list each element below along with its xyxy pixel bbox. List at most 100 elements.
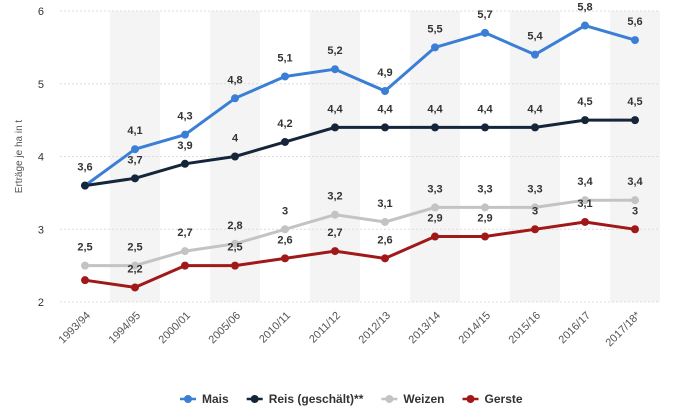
data-label: 4,2	[277, 118, 292, 130]
data-label: 4,3	[177, 111, 192, 123]
data-point	[81, 261, 89, 270]
data-label: 2,5	[77, 242, 92, 254]
data-point	[131, 174, 139, 183]
data-label: 2,8	[227, 220, 242, 232]
data-label: 3,6	[77, 162, 92, 174]
legend-marker	[466, 395, 475, 403]
data-point	[531, 50, 539, 59]
data-label: 3,4	[577, 176, 593, 188]
data-label: 5,2	[327, 45, 342, 57]
series-line	[84, 24, 636, 187]
data-label: 2,9	[477, 213, 492, 225]
data-label: 4,4	[477, 103, 493, 115]
column-band	[110, 11, 160, 302]
data-label: 5,1	[277, 52, 292, 64]
data-point	[281, 254, 289, 263]
data-label: 3,1	[377, 198, 392, 210]
data-point	[131, 261, 139, 270]
data-label: 3,3	[527, 183, 542, 195]
series-line	[85, 198, 635, 268]
data-point	[381, 217, 389, 226]
data-point	[331, 247, 339, 256]
legend-marker	[250, 395, 259, 403]
data-point	[431, 232, 439, 241]
data-point	[431, 123, 439, 132]
data-label: 4,4	[327, 103, 343, 115]
x-tick-label: 2014/15	[457, 310, 494, 347]
data-label: 5,6	[627, 16, 642, 28]
data-point	[381, 123, 389, 132]
series-line	[84, 118, 635, 188]
data-label: 3,9	[177, 140, 192, 152]
column-band	[610, 11, 660, 302]
data-label: 4,5	[577, 96, 592, 108]
data-point	[531, 225, 539, 234]
legend-label: Mais	[202, 392, 229, 406]
x-tick-label: 2013/14	[407, 310, 444, 347]
data-point	[581, 116, 589, 125]
data-point	[481, 203, 489, 212]
data-point	[181, 130, 189, 139]
x-tick-label: 1994/95	[107, 310, 144, 347]
data-point	[181, 159, 189, 168]
data-label: 3,3	[477, 183, 492, 195]
y-tick-label: 2	[38, 297, 44, 309]
data-label: 5,4	[527, 31, 543, 43]
data-label: 3	[532, 205, 538, 217]
data-point	[331, 123, 339, 132]
data-point	[81, 276, 89, 285]
legend-label: Reis (geschält)**	[269, 392, 364, 406]
data-label: 3,4	[627, 176, 643, 188]
data-label: 5,5	[427, 23, 442, 35]
data-point	[231, 94, 239, 103]
x-tick-label: 2015/16	[507, 310, 544, 347]
data-point	[431, 203, 439, 212]
y-tick-label: 3	[38, 224, 44, 236]
data-point	[231, 152, 239, 161]
y-tick-label: 4	[38, 152, 44, 164]
data-label: 3,2	[327, 191, 342, 203]
data-label: 3	[632, 205, 638, 217]
series-line	[84, 220, 636, 289]
legend-item: Gerste	[462, 392, 523, 406]
data-point	[631, 196, 639, 205]
x-tick-label: 2011/12	[307, 310, 343, 346]
data-point	[581, 196, 589, 205]
data-point	[331, 210, 339, 219]
data-label: 4,4	[427, 103, 443, 115]
data-point	[131, 283, 139, 292]
data-label: 2,7	[327, 227, 342, 239]
x-tick-label: 2005/06	[207, 310, 244, 347]
data-point	[281, 137, 289, 146]
data-label: 3,7	[127, 154, 142, 166]
data-label: 4,1	[127, 125, 142, 137]
data-label: 2,7	[177, 227, 192, 239]
x-tick-label: 2016/17	[557, 310, 594, 347]
x-tick-label: 2010/11	[257, 310, 293, 346]
data-point	[581, 217, 589, 226]
column-band	[410, 11, 460, 302]
data-point	[181, 261, 189, 270]
legend-item: Weizen	[381, 392, 445, 406]
series-points	[81, 21, 639, 292]
column-bands	[110, 11, 660, 302]
series-lines	[84, 24, 636, 289]
legend-label: Gerste	[485, 392, 523, 406]
y-axis-label: Erträge je ha in t	[14, 120, 25, 194]
data-point	[81, 181, 89, 190]
legend-marker	[184, 395, 192, 403]
data-point	[481, 123, 489, 132]
data-label: 5,7	[477, 9, 492, 21]
legend-item: Mais	[180, 392, 229, 406]
data-label: 2,6	[377, 234, 392, 246]
data-label: 3,1	[577, 198, 592, 210]
x-tick-label: 1993/94	[57, 310, 94, 347]
data-label: 5,8	[577, 2, 592, 14]
legend-item: Reis (geschält)**	[246, 392, 364, 406]
data-point	[531, 203, 539, 212]
data-point	[131, 145, 139, 154]
data-label: 4,8	[227, 74, 242, 86]
legend-label: Weizen	[403, 392, 444, 406]
data-label: 4,9	[377, 67, 392, 79]
x-tick-label: 2000/01	[157, 310, 194, 347]
